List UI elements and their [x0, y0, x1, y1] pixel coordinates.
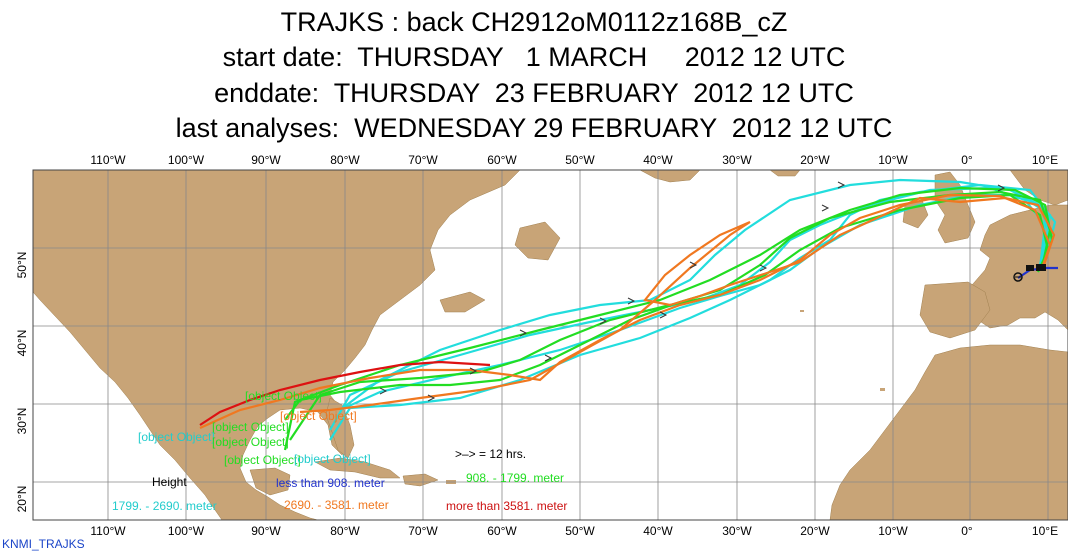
longitude-labels-top: 110°W 100°W 90°W 80°W 70°W 60°W 50°W 40°…: [90, 153, 1058, 167]
trajectory-label: [object Object]: [212, 435, 289, 449]
lon-label: 100°W: [168, 524, 205, 538]
lon-label: 40°W: [643, 153, 673, 167]
trajectory-label: [object Object]: [224, 453, 301, 467]
title-line-3: enddate: THURSDAY 23 FEBRUARY 2012 12 UT…: [214, 78, 854, 108]
latitude-labels: 50°N 40°N 30°N 20°N: [15, 252, 29, 513]
legend-item-red: more than 3581. meter: [446, 499, 567, 513]
time-marker-note: >–> = 12 hrs.: [455, 447, 526, 461]
land-nova-scotia: [439, 291, 486, 313]
legend-item-orange: 2690. - 3581. meter: [284, 498, 389, 512]
legend: >–> = 12 hrs. Height less than 908. mete…: [112, 447, 567, 513]
title-line-4: last analyses: WEDNESDAY 29 FEBRUARY 201…: [175, 113, 893, 143]
trajectory-orange-2: [299, 196, 1056, 414]
longitude-labels-bottom: 110°W 100°W 90°W 80°W 70°W 60°W 50°W 40°…: [90, 524, 1058, 538]
trajectory-label: [object Object]: [280, 409, 357, 423]
trajectory-label: [object Object]: [138, 430, 215, 444]
title-line-2: start date: THURSDAY 1 MARCH 2012 12 UTC: [222, 42, 846, 72]
lon-label: 10°W: [878, 153, 908, 167]
map-frame: [32, 169, 1068, 521]
lon-label: 100°W: [168, 153, 205, 167]
trajectory-cyan-4: [329, 183, 1057, 441]
lon-label: 50°W: [565, 524, 595, 538]
legend-title: Height: [152, 475, 187, 489]
lon-label: 0°: [961, 524, 973, 538]
lon-label: 70°W: [408, 524, 438, 538]
trajectory-red-1: [199, 360, 491, 426]
start-markers: [1013, 264, 1046, 282]
legend-item-cyan: 1799. - 2690. meter: [112, 499, 217, 513]
lon-label: 60°W: [487, 153, 517, 167]
lon-label: 40°W: [643, 524, 673, 538]
title-line-1: TRAJKS : back CH2912oM0112z168B_cZ: [280, 7, 788, 37]
legend-item-blue: less than 908. meter: [276, 476, 385, 490]
lon-label: 10°E: [1032, 524, 1058, 538]
lon-label: 10°E: [1032, 153, 1058, 167]
lon-label: 20°W: [800, 153, 830, 167]
land-newfoundland: [514, 221, 561, 261]
lon-label: 80°W: [330, 153, 360, 167]
land-azores: [800, 310, 804, 312]
land-yucatan: [249, 467, 291, 496]
land-hispaniola: [402, 473, 439, 487]
trajectory-label: [object Object]: [212, 420, 289, 434]
lat-label: 40°N: [15, 330, 29, 357]
trajectory-label: [object Object]: [245, 389, 322, 403]
trajectory-labels: [object Object] [object Object] [object …: [138, 389, 371, 467]
footer-credit: KNMI_TRAJKS: [2, 537, 85, 551]
land-cuba: [314, 457, 401, 479]
land-canaries: [880, 388, 885, 391]
lon-label: 90°W: [251, 524, 281, 538]
lat-label: 20°N: [15, 486, 29, 513]
lon-label: 0°: [961, 153, 973, 167]
land-north-america: [32, 169, 521, 521]
lon-label: 20°W: [800, 524, 830, 538]
lat-label: 50°N: [15, 252, 29, 279]
lon-label: 70°W: [408, 153, 438, 167]
lon-label: 90°W: [251, 153, 281, 167]
lon-label: 110°W: [90, 524, 126, 538]
lon-label: 30°W: [722, 524, 752, 538]
graticule: [33, 170, 1068, 520]
legend-item-green: 908. - 1799. meter: [466, 471, 564, 485]
lon-label: 80°W: [330, 524, 360, 538]
lon-label: 110°W: [90, 153, 126, 167]
lon-label: 10°W: [878, 524, 908, 538]
lon-label: 30°W: [722, 153, 752, 167]
land-iberia: [919, 281, 991, 339]
time-markers: [379, 181, 1006, 402]
lon-label: 60°W: [487, 524, 517, 538]
lon-label: 50°W: [565, 153, 595, 167]
trajectory-green-1: [283, 186, 1054, 451]
trajectory-label: [object Object]: [294, 452, 371, 466]
trajectory-cyan-1: [339, 178, 1050, 411]
land-africa: [829, 344, 1068, 521]
lat-label: 30°N: [15, 408, 29, 435]
